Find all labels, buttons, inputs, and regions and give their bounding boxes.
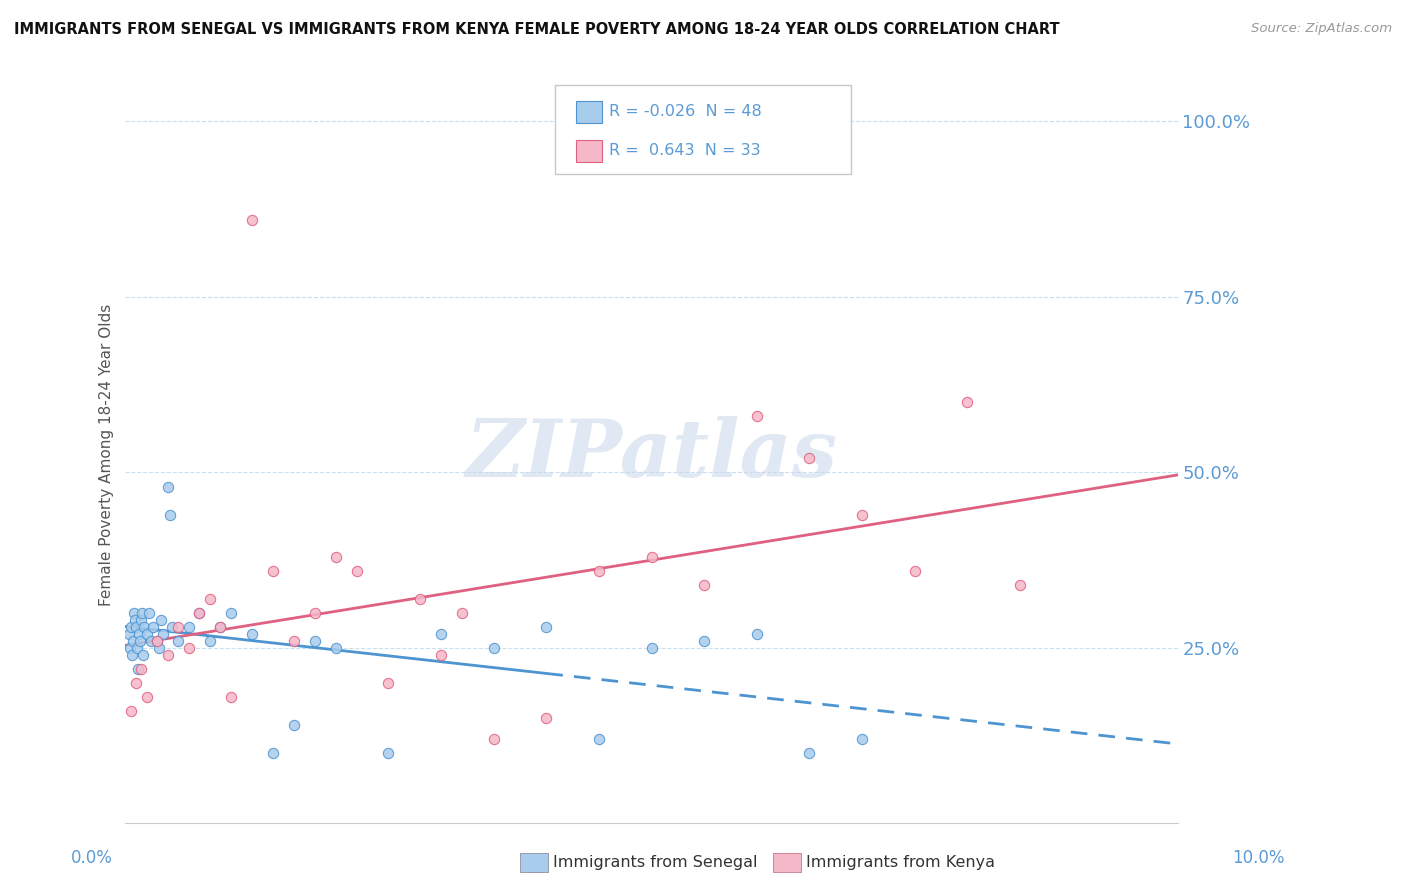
Point	[219, 690, 242, 705]
Point	[430, 627, 453, 641]
Point	[177, 640, 200, 655]
Point	[121, 634, 143, 648]
Point	[588, 564, 610, 578]
Point	[640, 640, 662, 655]
Point	[129, 662, 152, 676]
Point	[167, 620, 190, 634]
Point	[219, 606, 242, 620]
Point	[117, 627, 139, 641]
Point	[121, 648, 143, 662]
Point	[430, 648, 453, 662]
Text: Source: ZipAtlas.com: Source: ZipAtlas.com	[1251, 22, 1392, 36]
Point	[346, 564, 368, 578]
Point	[125, 620, 148, 634]
Point	[156, 479, 179, 493]
Point	[377, 746, 399, 760]
Point	[482, 640, 505, 655]
Point	[146, 634, 169, 648]
Point	[125, 676, 148, 690]
Point	[1008, 578, 1031, 592]
Point	[536, 620, 558, 634]
Point	[128, 627, 150, 641]
Point	[851, 508, 873, 522]
Point	[799, 746, 821, 760]
Point	[138, 606, 160, 620]
Text: R = -0.026  N = 48: R = -0.026 N = 48	[609, 104, 762, 119]
Point	[377, 676, 399, 690]
Point	[745, 409, 768, 424]
Point	[132, 648, 155, 662]
Point	[167, 634, 190, 648]
Point	[156, 648, 179, 662]
Text: 0.0%: 0.0%	[70, 849, 112, 867]
Point	[325, 549, 347, 564]
Point	[129, 613, 152, 627]
Point	[262, 564, 284, 578]
Point	[160, 620, 183, 634]
Point	[283, 634, 305, 648]
Point	[118, 640, 141, 655]
Point	[131, 606, 153, 620]
Text: R =  0.643  N = 33: R = 0.643 N = 33	[609, 144, 761, 158]
Point	[159, 508, 181, 522]
Point	[152, 627, 174, 641]
Point	[693, 634, 716, 648]
Point	[851, 732, 873, 747]
Point	[148, 640, 170, 655]
Point	[325, 640, 347, 655]
Point	[451, 606, 474, 620]
Point	[240, 627, 263, 641]
Point	[536, 711, 558, 725]
Point	[198, 591, 221, 606]
Text: ZIPatlas: ZIPatlas	[465, 417, 838, 493]
Point	[150, 613, 173, 627]
Point	[693, 578, 716, 592]
Point	[304, 634, 326, 648]
Point	[134, 620, 156, 634]
Point	[956, 395, 979, 409]
Point	[262, 746, 284, 760]
Point	[146, 634, 169, 648]
Point	[588, 732, 610, 747]
Point	[124, 613, 146, 627]
Point	[139, 634, 162, 648]
Text: Immigrants from Senegal: Immigrants from Senegal	[553, 855, 756, 870]
Point	[482, 732, 505, 747]
Text: Immigrants from Kenya: Immigrants from Kenya	[806, 855, 994, 870]
Point	[177, 620, 200, 634]
Point	[142, 620, 165, 634]
Point	[209, 620, 232, 634]
Text: IMMIGRANTS FROM SENEGAL VS IMMIGRANTS FROM KENYA FEMALE POVERTY AMONG 18-24 YEAR: IMMIGRANTS FROM SENEGAL VS IMMIGRANTS FR…	[14, 22, 1060, 37]
Point	[640, 549, 662, 564]
Point	[129, 634, 152, 648]
Point	[127, 662, 149, 676]
Point	[188, 606, 211, 620]
Point	[745, 627, 768, 641]
Point	[409, 591, 432, 606]
Point	[135, 690, 157, 705]
Point	[125, 640, 148, 655]
Point	[120, 704, 142, 718]
Point	[135, 627, 157, 641]
Point	[188, 606, 211, 620]
Text: 10.0%: 10.0%	[1232, 849, 1285, 867]
Point	[209, 620, 232, 634]
Point	[122, 606, 145, 620]
Point	[240, 212, 263, 227]
Point	[799, 451, 821, 466]
Point	[903, 564, 925, 578]
Point	[304, 606, 326, 620]
Point	[120, 620, 142, 634]
Point	[198, 634, 221, 648]
Point	[283, 718, 305, 732]
Y-axis label: Female Poverty Among 18-24 Year Olds: Female Poverty Among 18-24 Year Olds	[100, 304, 114, 606]
